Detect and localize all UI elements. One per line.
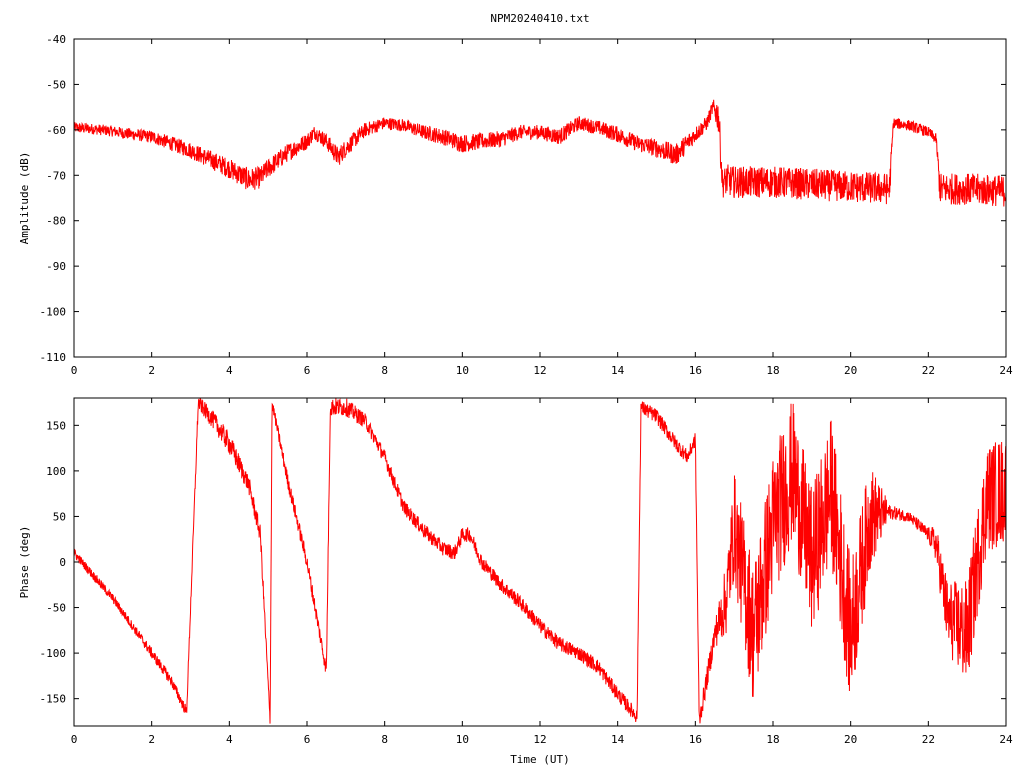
phase-x-tick-label: 20	[844, 733, 857, 746]
phase-x-tick-label: 22	[922, 733, 935, 746]
phase-x-tick-label: 4	[226, 733, 233, 746]
amplitude-series-line	[74, 99, 1006, 207]
amplitude-y-tick-label: -100	[40, 306, 67, 319]
amplitude-y-tick-label: -50	[46, 78, 66, 91]
phase-x-tick-label: 16	[689, 733, 702, 746]
chart-title: NPM20240410.txt	[490, 12, 589, 25]
amplitude-y-tick-label: -70	[46, 169, 66, 182]
phase-x-tick-label: 10	[456, 733, 469, 746]
amplitude-x-tick-label: 6	[304, 364, 311, 377]
phase-x-tick-label: 24	[999, 733, 1013, 746]
amplitude-x-tick-label: 10	[456, 364, 469, 377]
phase-series-line	[74, 398, 1006, 724]
phase-y-axis-label: Phase (deg)	[18, 526, 31, 599]
amplitude-y-axis-label: Amplitude (dB)	[18, 152, 31, 245]
phase-y-tick-label: -100	[40, 647, 67, 660]
phase-x-tick-label: 6	[304, 733, 311, 746]
amplitude-x-tick-label: 8	[381, 364, 388, 377]
amplitude-x-tick-label: 20	[844, 364, 857, 377]
phase-panel: 0 2 4 6 8 10 12 14 16 18 20 22 24150100500-50-100-15…	[18, 397, 1013, 766]
amplitude-y-tick-label: -80	[46, 215, 66, 228]
phase-x-tick-label: 2	[148, 733, 155, 746]
amplitude-y-tick-label: -60	[46, 124, 66, 137]
phase-y-tick-label: 50	[53, 510, 66, 523]
phase-x-tick-label: 18	[766, 733, 779, 746]
amplitude-x-tick-label: 0	[71, 364, 78, 377]
phase-y-tick-label: 150	[46, 419, 66, 432]
amplitude-x-tick-label: 14	[611, 364, 625, 377]
amplitude-y-tick-label: -40	[46, 33, 66, 46]
amplitude-x-tick-label: 22	[922, 364, 935, 377]
amplitude-x-tick-label: 2	[148, 364, 155, 377]
phase-x-tick-label: 8	[381, 733, 388, 746]
amplitude-x-tick-label: 24	[999, 364, 1013, 377]
amplitude-x-tick-label: 16	[689, 364, 702, 377]
phase-y-tick-label: -150	[40, 693, 67, 706]
amplitude-panel: 0 2 4 6 8 10 12 14 16 18 20 22 24-40-50-60-70-80-90-…	[18, 33, 1013, 377]
amplitude-x-tick-label: 4	[226, 364, 233, 377]
phase-x-tick-label: 14	[611, 733, 625, 746]
phase-y-tick-label: -50	[46, 602, 66, 615]
phase-y-tick-label: 100	[46, 465, 66, 478]
amplitude-y-tick-label: -90	[46, 260, 66, 273]
amplitude-y-tick-label: -110	[40, 351, 67, 364]
phase-x-tick-label: 0	[71, 733, 78, 746]
amplitude-x-tick-label: 12	[533, 364, 546, 377]
phase-x-tick-label: 12	[533, 733, 546, 746]
phase-y-tick-label: 0	[59, 556, 66, 569]
amplitude-x-tick-label: 18	[766, 364, 779, 377]
phase-x-axis-label: Time (UT)	[510, 753, 570, 766]
